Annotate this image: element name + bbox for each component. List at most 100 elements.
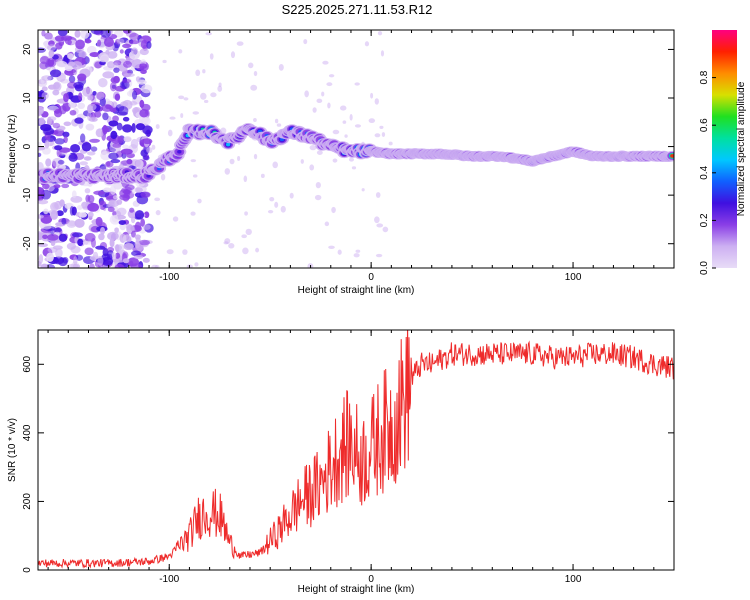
spectrogram-blob [78,50,87,59]
spectrogram-blob [382,226,389,233]
spectrogram-blob [324,221,330,227]
spectrogram-blob [139,63,148,69]
spectrogram-blob [54,35,65,42]
spectrogram-blob [45,158,52,167]
spectrogram-blob [133,254,144,260]
spectrogram-blob [316,150,323,155]
spectrogram-blob [375,253,383,258]
spectrogram-blob [70,245,81,254]
spectrogram-blob [74,218,85,228]
spectrogram-blob [77,73,87,82]
spectrogram-blob [129,40,140,45]
spectrogram-blob [108,120,119,127]
spectrogram-blob [87,211,94,218]
spectrogram-blob [41,75,52,81]
spectrogram-blob [228,243,235,249]
spectrogram-ytick-label: 10 [22,92,33,104]
spectrogram-blob [141,117,151,126]
spectrogram-blob [155,210,161,216]
spectrogram-blob [151,144,156,150]
spectrogram-blob [167,129,173,137]
spectrogram-blob [197,198,202,204]
spectrogram-blob [280,205,286,213]
spectrogram-blob [135,76,141,82]
spectrogram-blob [47,116,57,121]
spectrogram-blob [63,93,69,103]
colorbar: 0.0 0.2 0.4 0.6 0.8 Normalized spectral ampl… [699,30,747,275]
colorbar-label: Normalized spectral amplitude [736,81,747,216]
spectrogram-blob [49,69,62,78]
spectrogram-blob [200,92,207,100]
spectrogram-ridge-blob [177,149,182,154]
spectrogram-blob [130,47,138,55]
colorbar-tick-label: 0.2 [699,213,710,227]
spectrogram-blob [53,82,61,90]
spectrogram-blob [72,232,83,238]
spectrogram-blob [54,145,63,151]
spectrogram-ylabel: Frequency (Hz) [7,115,18,184]
spectrogram-blob [160,173,166,181]
spectrogram-blob [140,149,148,157]
spectrogram-blob [379,125,384,129]
spectrogram-blob [76,205,83,210]
spectrogram-blob [46,252,54,262]
spectrogram-blob [70,195,83,203]
spectrogram-blob [113,67,120,73]
spectrogram-blob [332,129,340,135]
spectrogram-blob [162,59,167,64]
snr-ytick-label: 200 [22,493,33,510]
spectrogram-blob [108,199,115,205]
spectrogram-blob [309,145,317,151]
spectrogram-blob [120,148,133,155]
spectrogram-blob [100,30,111,38]
spectrogram-blob [129,101,138,106]
spectrogram-blob [58,233,68,242]
spectrogram-blob [38,254,44,264]
spectrogram-blob [110,76,120,84]
spectrogram-blob [80,133,86,143]
spectrogram-blob [183,97,189,101]
spectrogram-ytick-label: 20 [22,43,33,55]
spectrogram-blob [95,128,104,138]
spectrogram-blob [278,63,284,71]
spectrogram-blob [81,142,92,152]
spectrogram-blob [58,105,67,115]
spectrogram-blob [92,251,99,260]
spectrogram-blob [217,85,223,92]
spectrogram-blob [135,123,146,131]
spectrogram-blob [38,214,44,219]
spectrogram-blob [353,253,360,258]
spectrogram-blob [131,90,138,100]
spectrogram-blob [151,264,158,268]
spectrogram-blob [86,151,96,156]
spectrogram-blob [68,153,78,162]
spectrogram-blob [355,249,361,253]
spectrogram-blob [118,220,127,226]
spectrogram-blob [78,92,83,101]
spectrogram-blob [388,141,393,146]
spectrogram-xlabel: Height of straight line (km) [298,285,415,296]
spectrogram-blob [342,120,347,124]
spectrogram-blob [122,258,130,264]
spectrogram-blob [54,42,63,50]
spectrogram-blob [332,158,338,163]
spectrogram-blob [66,263,79,268]
spectrogram-blob [243,175,248,183]
figure-title: S225.2025.271.11.53.R12 [282,2,433,17]
spectrogram-ridge [38,122,674,185]
spectrogram-blob [97,256,104,266]
spectrogram-blob [47,233,59,241]
spectrogram-blob [40,123,52,132]
spectrogram-blob [85,123,95,131]
spectrogram-blob [52,89,60,96]
spectrogram-blob [38,146,46,151]
spectrogram-blob [95,216,103,227]
spectrogram-blob [180,113,184,118]
spectrogram-blob [107,231,119,241]
snr-ticks: -100 0 100 0 200 400 600 [22,330,675,585]
spectrogram-blob [79,161,89,166]
spectrogram-blob [230,51,236,59]
spectrogram-blob [129,32,140,41]
spectrogram-blob [83,156,92,161]
